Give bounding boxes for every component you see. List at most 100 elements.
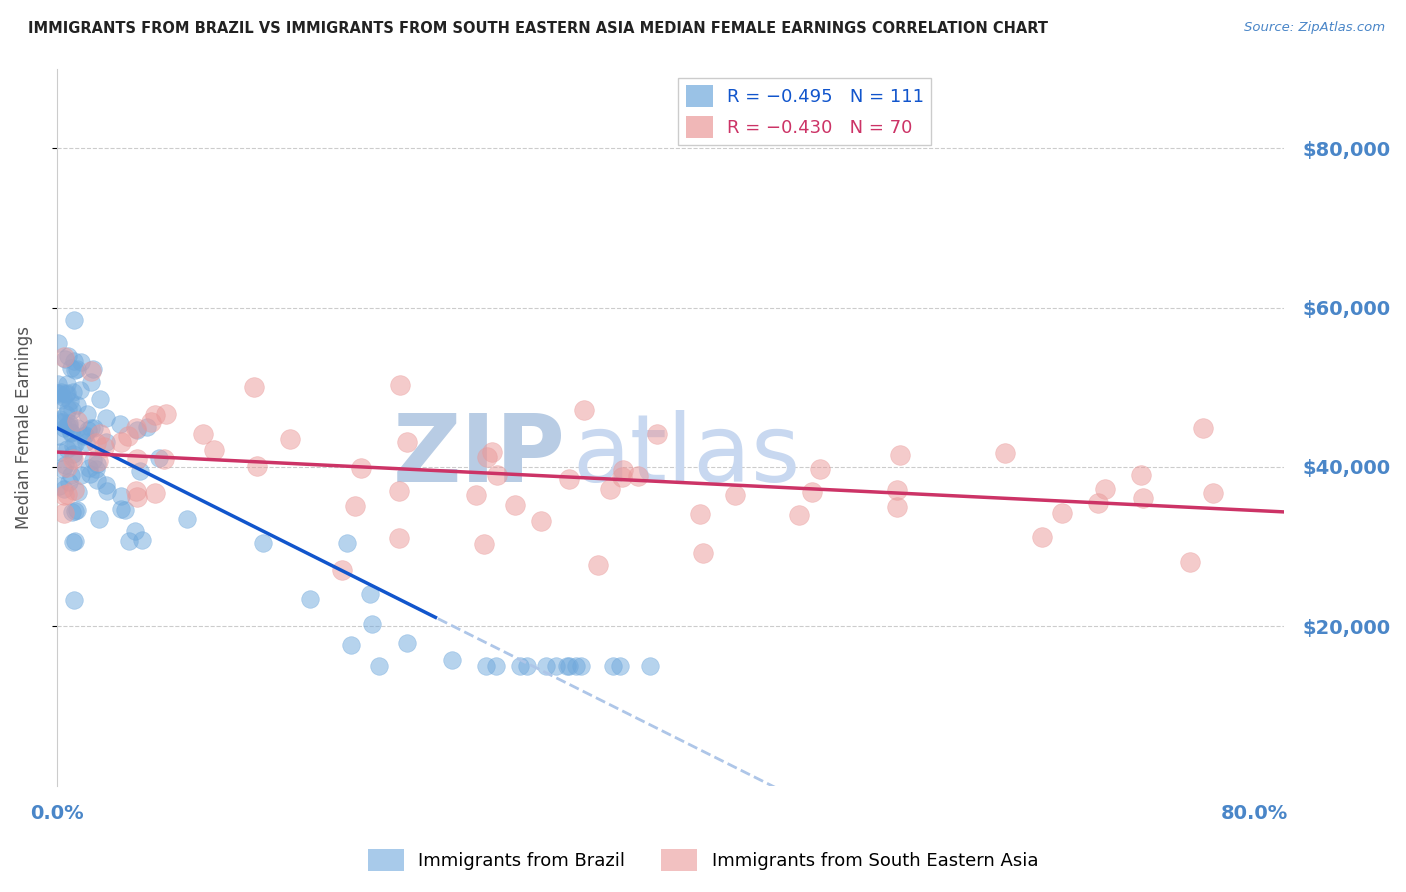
Point bbox=[53, 351, 76, 365]
Point bbox=[389, 378, 412, 392]
Point bbox=[114, 502, 136, 516]
Point bbox=[599, 483, 621, 497]
Point bbox=[125, 420, 148, 434]
Point bbox=[202, 443, 225, 458]
Point bbox=[62, 385, 84, 400]
Point bbox=[692, 546, 714, 560]
Point bbox=[53, 458, 76, 472]
Point bbox=[65, 502, 87, 516]
Point bbox=[76, 407, 98, 421]
Point bbox=[645, 427, 668, 442]
Point bbox=[118, 533, 141, 548]
Point bbox=[55, 386, 77, 401]
Point bbox=[80, 376, 103, 390]
Point bbox=[110, 417, 132, 431]
Point bbox=[129, 464, 152, 478]
Point bbox=[53, 351, 76, 366]
Point bbox=[48, 479, 70, 493]
Point bbox=[612, 469, 634, 483]
Point bbox=[787, 508, 810, 523]
Point bbox=[46, 336, 69, 351]
Point bbox=[689, 507, 711, 521]
Point bbox=[388, 483, 411, 498]
Point bbox=[62, 451, 84, 466]
Point bbox=[800, 484, 823, 499]
Point bbox=[58, 416, 80, 430]
Point bbox=[886, 500, 908, 515]
Point bbox=[131, 533, 153, 548]
Point bbox=[70, 355, 93, 369]
Point bbox=[176, 511, 198, 525]
Point bbox=[62, 447, 84, 461]
Point bbox=[485, 467, 508, 482]
Point bbox=[63, 483, 86, 497]
Point bbox=[602, 659, 624, 673]
Point bbox=[440, 653, 463, 667]
Point bbox=[558, 472, 581, 486]
Point bbox=[330, 562, 353, 576]
Point bbox=[143, 485, 166, 500]
Point bbox=[73, 429, 96, 443]
Point bbox=[66, 398, 89, 412]
Point bbox=[139, 415, 162, 429]
Point bbox=[110, 435, 132, 450]
Point bbox=[465, 488, 488, 502]
Point bbox=[1031, 530, 1053, 544]
Point bbox=[94, 411, 117, 425]
Point bbox=[69, 467, 91, 482]
Point bbox=[127, 452, 149, 467]
Point bbox=[361, 617, 384, 632]
Point bbox=[52, 462, 75, 476]
Point bbox=[609, 659, 631, 673]
Point bbox=[475, 450, 498, 465]
Point bbox=[1202, 486, 1225, 500]
Point bbox=[336, 536, 359, 550]
Point bbox=[89, 392, 111, 407]
Point bbox=[569, 659, 592, 673]
Point bbox=[60, 360, 83, 375]
Point bbox=[472, 537, 495, 551]
Point bbox=[89, 426, 111, 441]
Y-axis label: Median Female Earnings: Median Female Earnings bbox=[15, 326, 32, 529]
Point bbox=[350, 461, 373, 475]
Point bbox=[82, 453, 104, 467]
Point bbox=[723, 488, 745, 502]
Point bbox=[1052, 506, 1074, 520]
Point bbox=[565, 659, 588, 673]
Point bbox=[75, 428, 97, 442]
Point bbox=[94, 477, 117, 491]
Point bbox=[49, 392, 72, 407]
Point bbox=[63, 592, 86, 607]
Point bbox=[93, 441, 115, 455]
Point bbox=[63, 353, 86, 368]
Point bbox=[65, 414, 87, 428]
Point bbox=[69, 383, 91, 397]
Point bbox=[152, 452, 174, 467]
Point bbox=[63, 437, 86, 451]
Point bbox=[48, 429, 70, 443]
Point bbox=[46, 376, 69, 391]
Point bbox=[808, 462, 831, 476]
Point bbox=[58, 401, 80, 416]
Point bbox=[46, 385, 69, 400]
Point bbox=[58, 419, 80, 434]
Point bbox=[83, 421, 105, 435]
Point bbox=[127, 423, 149, 437]
Point bbox=[80, 421, 103, 435]
Text: atlas: atlas bbox=[572, 409, 800, 502]
Legend: R = −0.495   N = 111, R = −0.430   N = 70: R = −0.495 N = 111, R = −0.430 N = 70 bbox=[679, 78, 931, 145]
Point bbox=[395, 636, 418, 650]
Point bbox=[298, 592, 321, 607]
Point bbox=[1094, 483, 1116, 497]
Point bbox=[193, 427, 215, 442]
Point bbox=[1178, 555, 1201, 569]
Point bbox=[60, 467, 83, 482]
Point bbox=[110, 502, 132, 516]
Point bbox=[48, 387, 70, 401]
Point bbox=[55, 442, 77, 457]
Point bbox=[60, 506, 83, 520]
Point bbox=[60, 426, 83, 441]
Point bbox=[889, 449, 911, 463]
Point bbox=[994, 446, 1017, 460]
Point bbox=[80, 364, 103, 378]
